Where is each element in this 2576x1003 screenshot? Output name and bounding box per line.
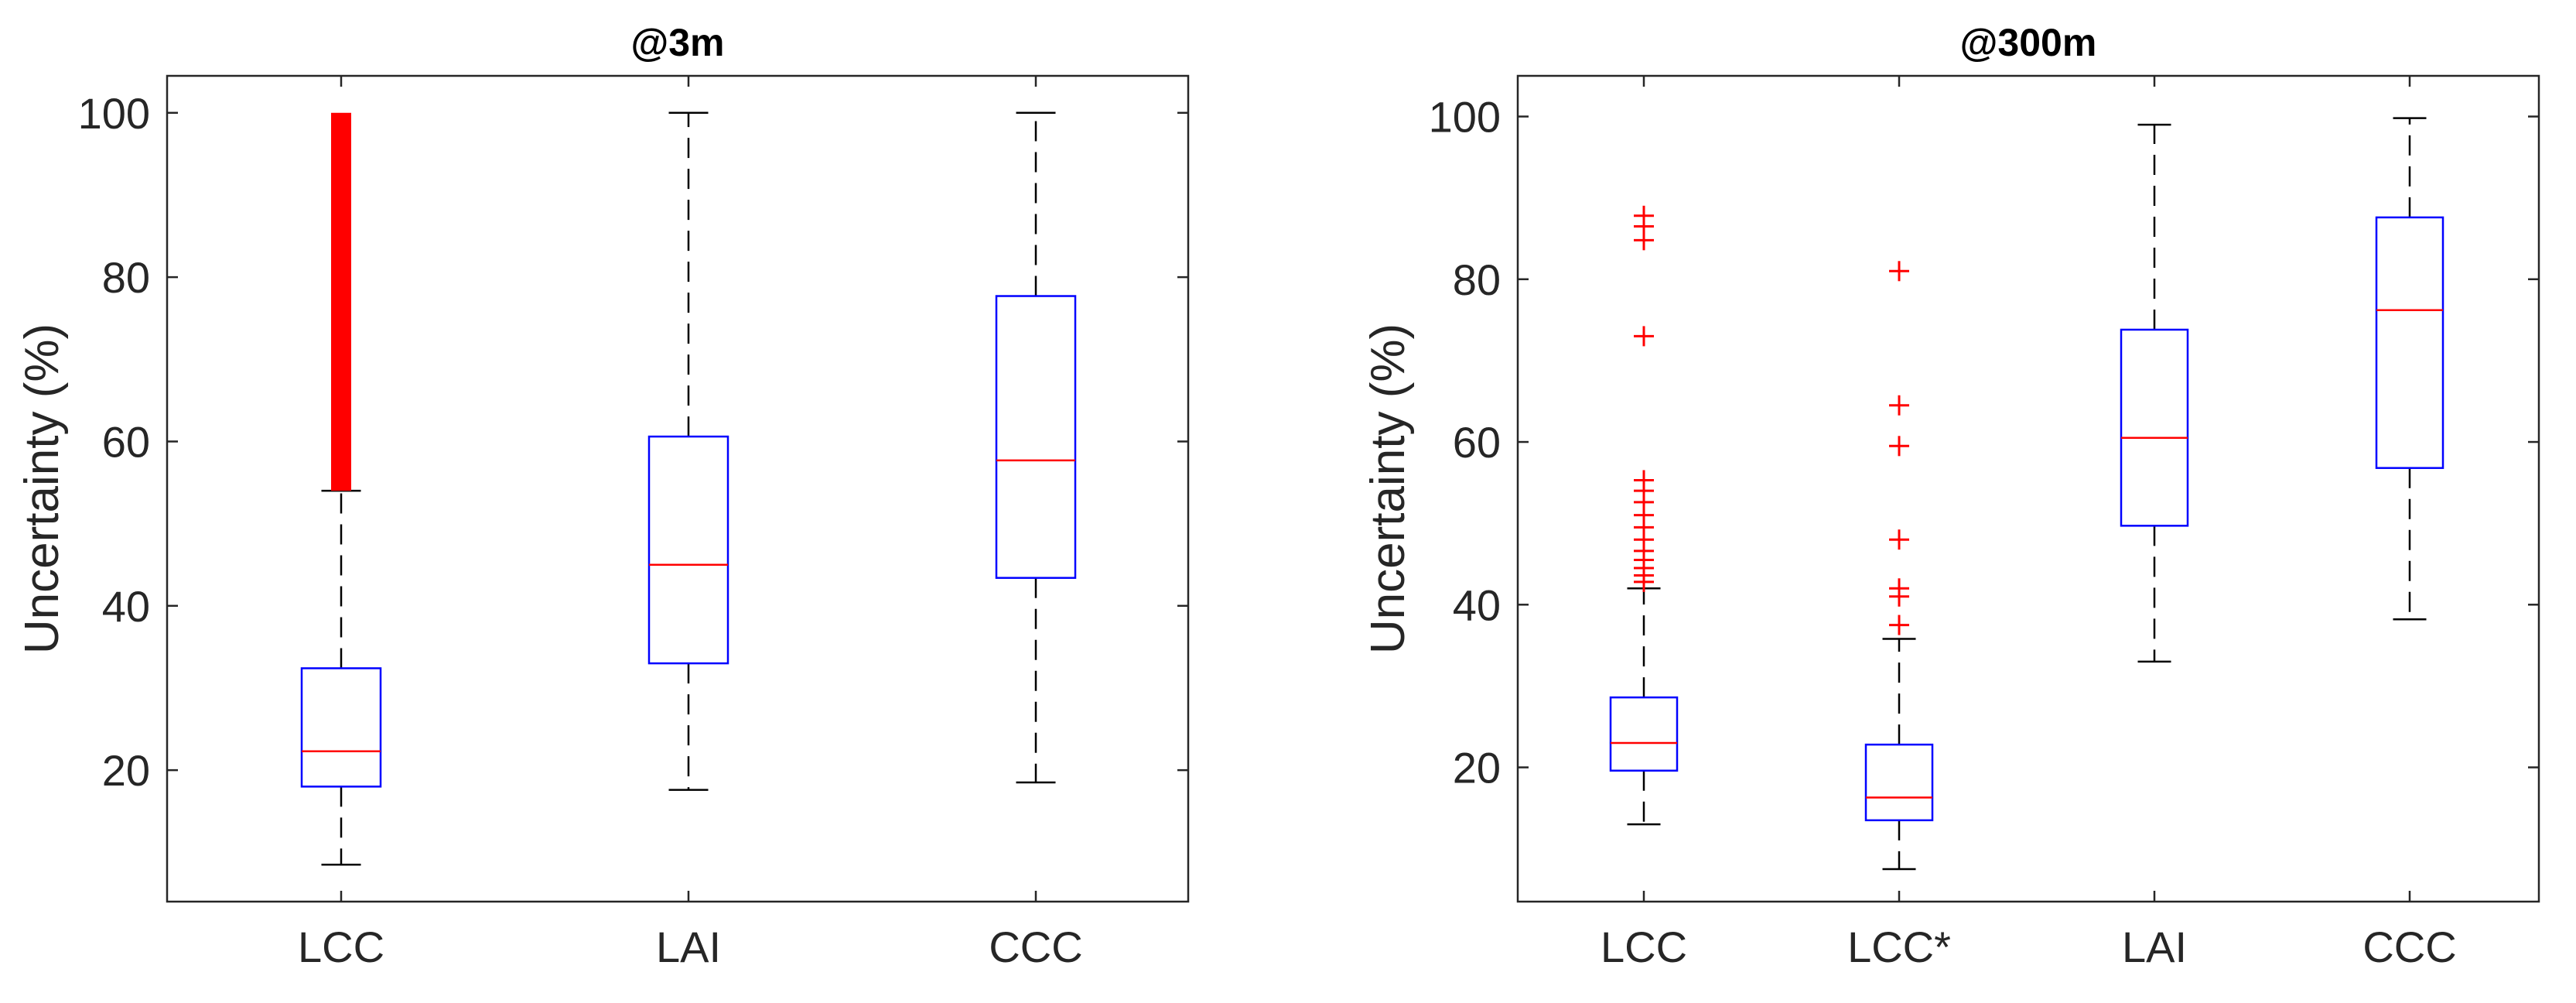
panel-title: @300m	[1960, 21, 2097, 64]
y-tick-label: 40	[102, 582, 150, 631]
x-tick-label: LCC*	[1847, 923, 1951, 971]
y-tick-label: 60	[1453, 418, 1501, 467]
x-tick-label: LAI	[656, 923, 721, 971]
box-series	[1609, 117, 2444, 871]
x-tick: CCC	[989, 76, 1083, 971]
box-lcc	[300, 112, 382, 866]
iqr-box	[647, 435, 729, 665]
outlier-marker	[1634, 205, 1654, 226]
y-tick: 40	[102, 582, 1188, 631]
outlier-marker	[1889, 395, 1909, 416]
box-ccc	[995, 111, 1077, 784]
outlier-marker	[1889, 261, 1909, 282]
box-lai	[2120, 123, 2189, 663]
y-tick-label: 60	[102, 417, 150, 466]
y-tick: 100	[78, 89, 1188, 138]
y-tick-label: 40	[1453, 580, 1501, 629]
y-tick: 40	[1453, 580, 2539, 629]
x-tick: LAI	[2122, 76, 2187, 971]
y-tick: 20	[102, 746, 1188, 795]
x-tick-label: LCC	[1601, 923, 1687, 971]
y-tick: 60	[102, 417, 1188, 466]
box-lcc-star	[1864, 261, 1934, 871]
y-axis-ticks: 20 40 60 80 100	[78, 89, 1188, 795]
iqr-box	[1609, 696, 1679, 772]
outlier-band	[331, 112, 351, 491]
x-axis-ticks: LCC LCC* LAI CCC	[1601, 76, 2457, 971]
y-tick: 80	[102, 253, 1188, 302]
x-tick: LCC	[1601, 76, 1687, 971]
x-tick-label: CCC	[2362, 923, 2456, 971]
y-tick-label: 100	[1429, 93, 1501, 142]
x-tick: LAI	[656, 76, 721, 971]
x-tick: LCC*	[1847, 76, 1951, 971]
box-lai	[647, 111, 729, 791]
iqr-box	[2120, 328, 2189, 527]
y-tick-label: 80	[1453, 255, 1501, 304]
y-tick-label: 20	[102, 746, 150, 795]
x-tick-label: CCC	[989, 923, 1082, 971]
iqr-box	[300, 667, 382, 788]
y-axis-ticks: 20 40 60 80 100	[1429, 93, 2539, 792]
outlier-marker	[1889, 578, 1909, 599]
iqr-box	[2375, 216, 2444, 469]
outlier-marker	[1634, 470, 1654, 491]
box-series	[300, 111, 1077, 866]
panel-3m: @3m Uncertainty (%) 20 40 60 80 100 LCC LAI CC…	[15, 21, 1190, 971]
y-axis-label: Uncertainty (%)	[15, 323, 69, 654]
iqr-box	[995, 295, 1077, 579]
y-tick: 60	[1453, 418, 2539, 467]
outlier-marker	[1889, 436, 1909, 457]
x-tick: CCC	[2362, 76, 2457, 971]
y-tick-label: 20	[1453, 744, 1501, 792]
y-tick: 20	[1453, 744, 2539, 792]
plot-area-frame	[166, 74, 1190, 903]
outlier-marker	[1889, 529, 1909, 550]
y-axis-label: Uncertainty (%)	[1361, 323, 1415, 654]
y-tick-label: 100	[78, 89, 150, 138]
iqr-box	[1864, 743, 1934, 822]
plot-area-frame	[1516, 74, 2540, 903]
x-axis-ticks: LCC LAI CCC	[298, 76, 1083, 971]
x-tick: LCC	[298, 76, 384, 971]
box-ccc	[2375, 117, 2444, 621]
outlier-marker	[1634, 326, 1654, 347]
y-tick-label: 80	[102, 253, 150, 302]
y-tick: 100	[1429, 93, 2539, 142]
box-lcc	[1609, 205, 1679, 826]
y-tick: 80	[1453, 255, 2539, 304]
panel-title: @3m	[630, 21, 724, 64]
x-tick-label: LCC	[298, 923, 384, 971]
outlier-marker	[1889, 614, 1909, 635]
x-tick-label: LAI	[2122, 923, 2187, 971]
